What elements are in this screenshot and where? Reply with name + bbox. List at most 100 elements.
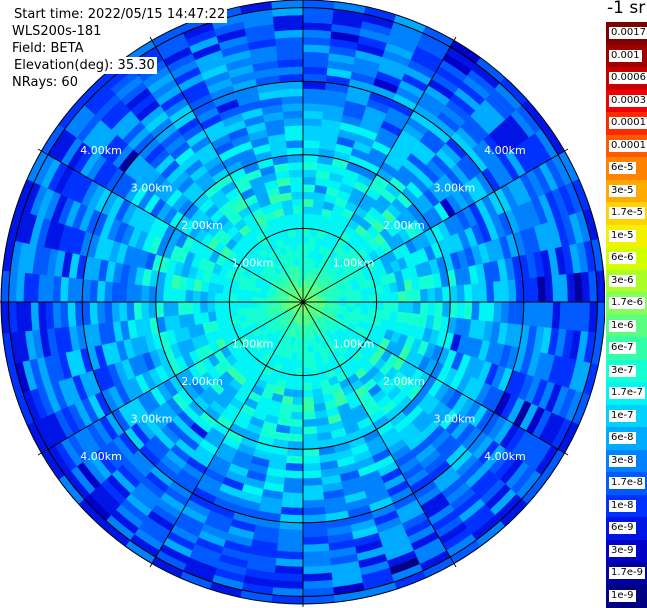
radar-cell	[37, 301, 48, 330]
radar-cell	[339, 297, 348, 303]
radar-cell	[507, 279, 517, 303]
radar-cell	[493, 301, 502, 323]
radar-cell	[456, 301, 466, 320]
radar-cell	[332, 297, 341, 303]
radar-cell	[529, 277, 539, 303]
radar-cell	[282, 103, 304, 112]
radar-cell	[288, 169, 304, 178]
radar-cell	[214, 292, 223, 303]
radar-cell	[302, 470, 322, 479]
radar-cell	[324, 298, 333, 303]
radar-cell	[478, 282, 488, 303]
radar-cell	[236, 294, 245, 303]
radar-cell	[185, 289, 194, 303]
radar-cell	[397, 291, 407, 303]
radar-cell	[302, 58, 329, 68]
radar-cell	[192, 290, 201, 303]
ring-label: 1.00km	[232, 257, 274, 270]
radar-cell	[302, 404, 315, 413]
ring-label: 3.00km	[131, 412, 173, 425]
radar-cell	[111, 301, 121, 323]
radar-cell	[155, 286, 165, 303]
radar-cell	[140, 301, 150, 320]
radar-cell	[302, 506, 326, 516]
radar-cell	[282, 492, 304, 501]
radar-cell	[285, 139, 304, 149]
radar-cell	[162, 287, 172, 303]
radar-cell	[302, 125, 322, 134]
radar-cell	[412, 301, 421, 315]
radar-cell	[427, 301, 436, 317]
radar-cell	[274, 29, 304, 39]
radar-cell	[30, 301, 40, 331]
nrays: NRays: 60	[12, 75, 78, 90]
radar-cell	[299, 272, 304, 281]
radar-cell	[302, 418, 317, 428]
radar-cell	[155, 301, 165, 318]
radar-cell	[236, 301, 245, 310]
radar-cell	[302, 44, 331, 54]
radar-cell	[284, 470, 304, 479]
radar-cell	[170, 287, 179, 303]
radar-cell	[277, 536, 304, 546]
radar-cell	[573, 272, 583, 303]
radar-cell	[302, 206, 314, 215]
radar-cell	[302, 29, 332, 39]
radar-cell	[302, 536, 329, 546]
radar-cell	[207, 291, 216, 303]
radar-cell	[478, 301, 488, 322]
radar-cell	[298, 264, 304, 273]
radar-cell	[295, 360, 304, 369]
radar-cell	[537, 276, 547, 303]
colorbar-label: 6e-7	[609, 342, 636, 355]
radar-cell	[346, 296, 355, 303]
radar-cell	[293, 213, 304, 222]
radar-cell	[302, 51, 330, 61]
radar-cell	[375, 293, 385, 303]
radar-cell	[302, 426, 318, 435]
radar-cell	[302, 499, 325, 509]
radar-cell	[302, 440, 319, 450]
radar-cell	[302, 110, 324, 120]
radar-cell	[284, 125, 304, 134]
radar-cell	[133, 301, 143, 320]
radar-cell	[207, 301, 216, 313]
radar-cell	[302, 572, 333, 582]
radar-cell	[288, 433, 304, 443]
radar-cell	[302, 492, 324, 501]
colorbar-units: -1 sr	[607, 0, 646, 18]
radar-cell	[126, 283, 135, 303]
radar-cell	[302, 95, 325, 105]
radar-cell	[302, 242, 310, 251]
colorbar-label: 1.7e-8	[609, 477, 646, 490]
radar-cell	[302, 484, 324, 494]
radar-cell	[52, 301, 62, 329]
radar-cell	[281, 499, 304, 509]
radar-cell	[199, 301, 209, 313]
radar-cell	[302, 117, 323, 127]
radar-cell	[302, 154, 319, 164]
colorbar-label: 1.7e-5	[609, 207, 646, 220]
radar-cell	[427, 287, 436, 303]
radar-cell	[288, 426, 304, 435]
radar-cell	[302, 411, 316, 420]
radar-cell	[375, 301, 385, 311]
radar-cell	[251, 301, 260, 308]
radar-cell	[302, 477, 323, 487]
radar-cell	[292, 389, 304, 398]
radar-cell	[67, 277, 77, 303]
radar-cell	[383, 301, 392, 312]
radar-cell	[288, 161, 304, 171]
radar-cell	[551, 301, 561, 330]
radar-cell	[285, 132, 304, 142]
radar-cell	[302, 455, 321, 465]
radar-cell	[243, 295, 252, 303]
radar-cell	[302, 213, 313, 222]
colorbar-label: 0.001	[609, 49, 642, 62]
radar-cell	[278, 528, 304, 538]
radar-cell	[59, 276, 69, 303]
radar-cell	[361, 294, 370, 303]
colorbar-label: 1.7e-7	[609, 387, 646, 400]
radar-cell	[294, 220, 304, 230]
colorbar-label: 6e-9	[609, 522, 636, 535]
